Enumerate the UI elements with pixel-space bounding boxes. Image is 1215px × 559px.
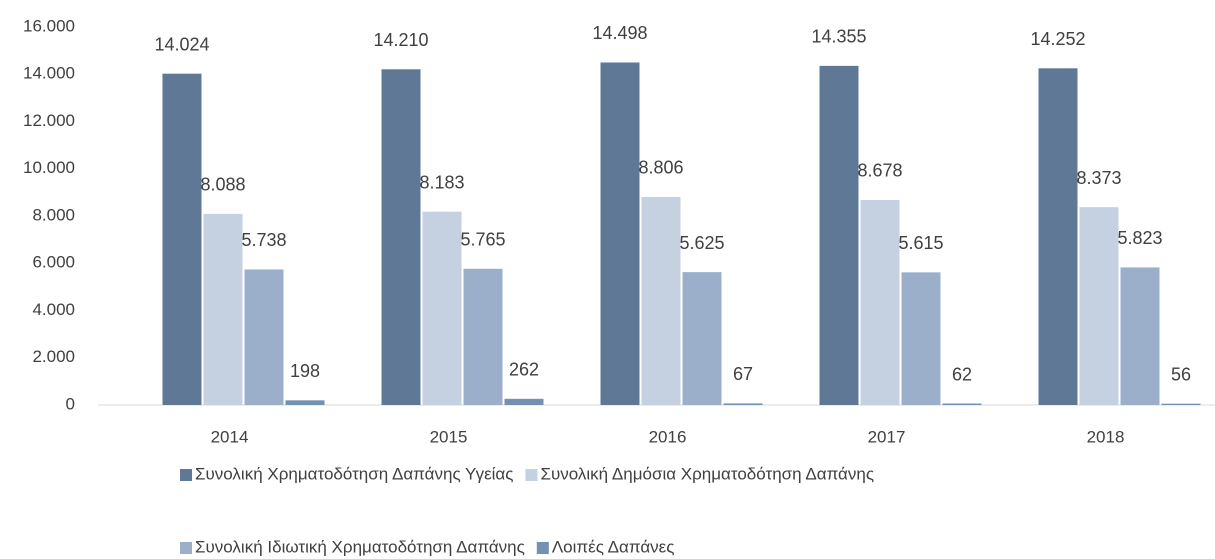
bar xyxy=(600,62,640,406)
y-tick-label: 14.000 xyxy=(23,64,75,83)
y-tick-label: 8.000 xyxy=(32,205,75,224)
data-label: 262 xyxy=(509,360,539,380)
data-label: 56 xyxy=(1171,364,1191,384)
data-label: 67 xyxy=(733,364,753,384)
y-tick-label: 2.000 xyxy=(32,347,75,366)
bar xyxy=(162,73,202,406)
x-tick-label: 2015 xyxy=(430,427,468,446)
bar xyxy=(285,400,325,405)
legend-swatch xyxy=(525,469,538,481)
data-label: 14.024 xyxy=(154,34,209,54)
data-label: 5.625 xyxy=(679,233,724,253)
data-label: 5.823 xyxy=(1117,228,1162,248)
y-tick-label: 12.000 xyxy=(23,111,75,130)
data-label: 8.678 xyxy=(857,161,902,181)
x-tick-label: 2018 xyxy=(1087,427,1125,446)
data-label: 14.252 xyxy=(1030,29,1085,49)
legend-swatch xyxy=(180,542,192,554)
bar xyxy=(641,196,681,405)
data-label: 8.183 xyxy=(419,172,464,192)
y-tick-label: 10.000 xyxy=(23,158,75,177)
data-label: 5.738 xyxy=(241,230,286,250)
bar xyxy=(381,69,421,405)
y-tick-label: 0 xyxy=(66,394,75,413)
bar xyxy=(1120,267,1160,405)
bar xyxy=(244,269,284,405)
bar xyxy=(901,272,941,405)
legend-label: Συνολική Δημόσια Χρηματοδότηση Δαπάνης xyxy=(540,464,874,483)
bar xyxy=(422,211,462,405)
data-label: 14.210 xyxy=(373,30,428,50)
data-label: 8.373 xyxy=(1076,168,1121,188)
x-tick-label: 2017 xyxy=(868,427,906,446)
y-tick-label: 16.000 xyxy=(23,16,75,35)
bar xyxy=(504,398,544,405)
x-tick-label: 2016 xyxy=(649,427,687,446)
bar xyxy=(1079,207,1119,405)
data-label: 5.765 xyxy=(460,230,505,250)
y-tick-label: 4.000 xyxy=(32,300,75,319)
legend-label: Συνολική Ιδιωτική Χρηματοδότηση Δαπάνης xyxy=(195,537,525,556)
x-tick-label: 2014 xyxy=(211,427,249,446)
bar xyxy=(860,199,900,405)
bar xyxy=(1161,403,1201,405)
bar xyxy=(203,213,243,405)
legend-swatch xyxy=(536,542,549,554)
data-label: 8.088 xyxy=(200,175,245,195)
data-label: 198 xyxy=(290,361,320,381)
data-label: 14.355 xyxy=(811,27,866,47)
bar xyxy=(819,65,859,405)
data-label: 8.806 xyxy=(638,158,683,178)
data-label: 62 xyxy=(952,364,972,384)
data-label: 14.498 xyxy=(592,23,647,43)
bar xyxy=(723,403,763,405)
bar xyxy=(682,272,722,405)
bar xyxy=(942,403,982,405)
bar xyxy=(1038,68,1078,405)
legend-label: Λοιπές Δαπάνες xyxy=(552,537,675,556)
data-label: 5.615 xyxy=(898,233,943,253)
legend-swatch xyxy=(180,469,192,481)
y-tick-label: 6.000 xyxy=(32,253,75,272)
legend-label: Συνολική Χρηματοδότηση Δαπάνης Υγείας xyxy=(195,464,513,483)
bar xyxy=(463,268,503,405)
